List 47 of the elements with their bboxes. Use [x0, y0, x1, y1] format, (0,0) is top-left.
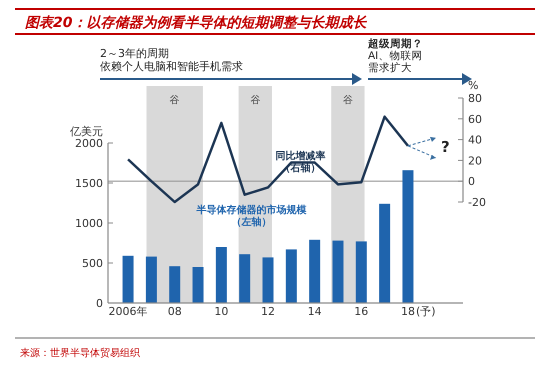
y2-tick-label: 80 — [468, 92, 482, 105]
bar — [332, 240, 344, 303]
y2-tick-label: 0 — [468, 175, 475, 188]
text: AI、物联网 — [368, 50, 422, 62]
x-tick-label: 18 — [400, 305, 415, 318]
x-tick-label: 16 — [354, 305, 368, 318]
band-label: 谷 — [170, 94, 180, 106]
y-tick-label: 2000 — [75, 137, 103, 150]
bar — [402, 170, 414, 303]
text: 超级周期？ — [367, 37, 423, 50]
line-series — [126, 115, 410, 204]
y2-tick-label: -20 — [468, 196, 486, 209]
annotation: ? — [440, 138, 450, 156]
text: 依赖个人电脑和智能手机需求 — [100, 60, 243, 73]
band-label: 谷 — [250, 94, 260, 106]
y-tick-label: 1500 — [75, 177, 103, 190]
y2-axis-title: % — [468, 79, 478, 92]
y2-tick-label: 40 — [468, 134, 482, 147]
bar — [239, 254, 250, 303]
bar — [379, 204, 390, 303]
bar — [356, 241, 367, 303]
bar — [169, 266, 180, 303]
x-tick-label: 10 — [214, 305, 228, 318]
bar — [262, 257, 274, 303]
band-label: 谷 — [342, 94, 353, 106]
text: (予) — [416, 305, 436, 318]
y2-tick-label: 20 — [468, 154, 482, 168]
series-label: 半导体存储器的市场规模（左轴） — [196, 204, 308, 228]
x-tick-label: 08 — [168, 305, 182, 318]
text: 需求扩大 — [368, 61, 412, 74]
bar — [192, 267, 204, 303]
text: 2～3年的周期 — [100, 47, 169, 60]
x-tick-label: 12 — [261, 305, 276, 318]
y2-tick-label: 60 — [468, 112, 482, 126]
chart-title: 图表20：以存储器为例看半导体的短期调整与长期成长 — [25, 14, 368, 31]
bar — [309, 240, 320, 303]
y-tick-label: 500 — [82, 257, 103, 270]
bar — [122, 256, 134, 303]
y-axis-title: 亿美元 — [69, 125, 103, 138]
bar — [146, 256, 157, 303]
x-tick-label: 2006年 — [108, 305, 148, 318]
y-tick-label: 1000 — [75, 217, 103, 230]
bar — [286, 249, 297, 303]
bar — [216, 247, 227, 303]
y-tick-label: 0 — [96, 297, 103, 310]
x-tick-label: 14 — [308, 305, 322, 318]
source-note: 来源：世界半导体贸易组织 — [20, 347, 140, 359]
